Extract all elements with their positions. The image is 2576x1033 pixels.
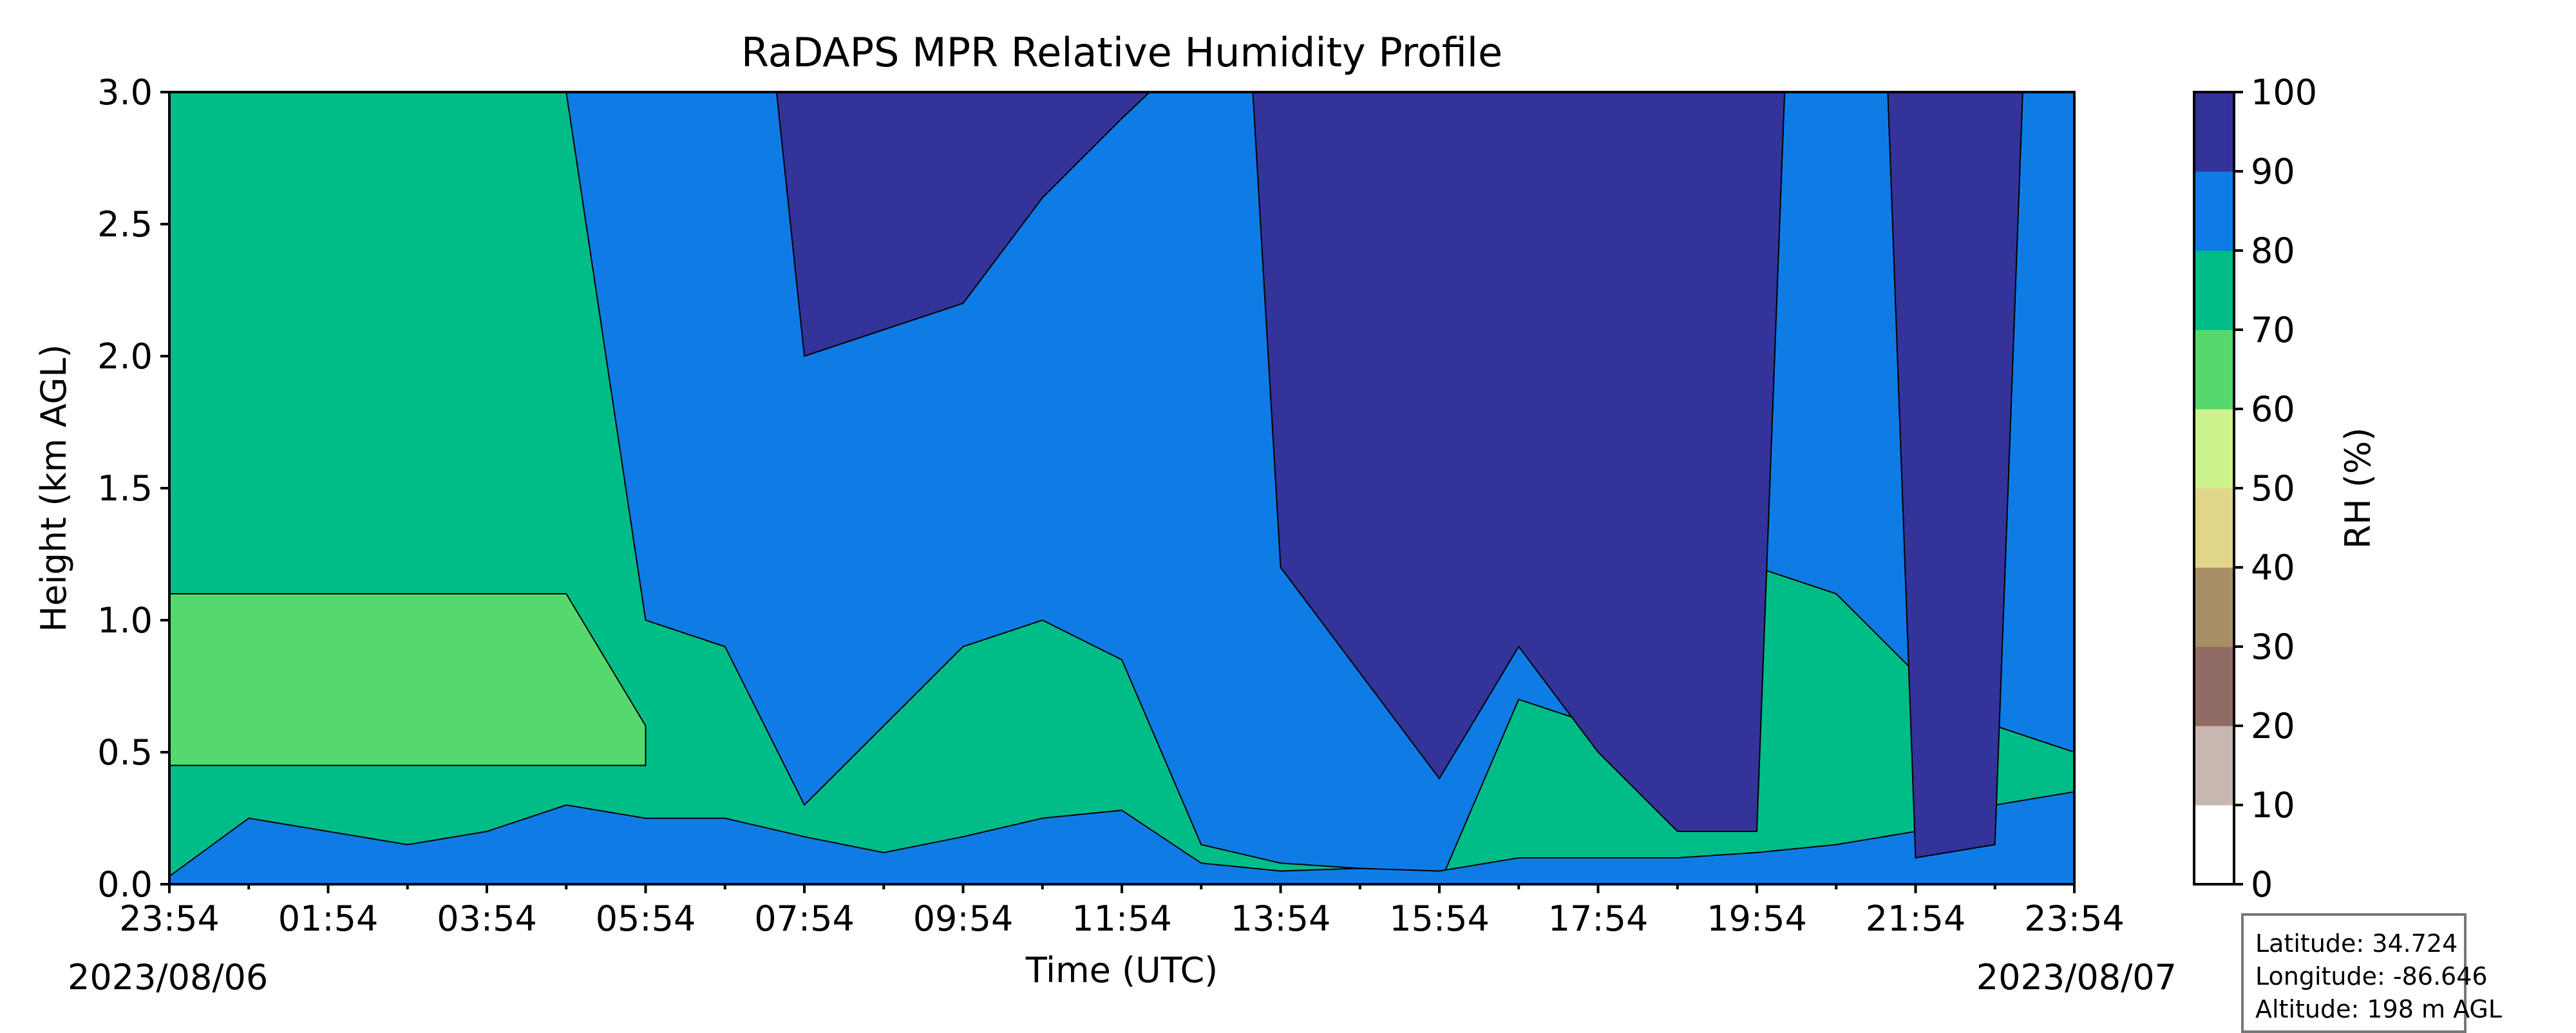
y-tick-label: 3.0 <box>97 72 153 113</box>
x-tick-label: 13:54 <box>1231 898 1331 939</box>
y-axis-label: Height (km AGL) <box>33 345 74 632</box>
plot-area <box>169 92 2074 884</box>
contour-band-90-100-3 <box>1887 92 2023 859</box>
colorbar-tick-label: 70 <box>2251 310 2295 350</box>
start-date-label: 2023/08/06 <box>68 957 268 998</box>
y-tick-label: 0.0 <box>97 864 153 905</box>
colorbar-segment <box>2194 251 2234 330</box>
colorbar-tick-label: 80 <box>2251 231 2295 271</box>
colorbar-segment <box>2194 171 2234 251</box>
x-tick-label: 03:54 <box>437 898 537 939</box>
colorbar-tick-label: 10 <box>2251 785 2295 826</box>
y-tick-label: 2.5 <box>97 204 153 245</box>
colorbar-tick-label: 0 <box>2251 864 2273 905</box>
x-tick-label: 11:54 <box>1072 898 1172 939</box>
colorbar-tick-label: 30 <box>2251 627 2295 667</box>
y-tick-label: 1.0 <box>97 600 153 641</box>
x-axis: 23:54 01:54 03:54 05:54 07:54 09:54 11:54 13:54… <box>119 884 2125 939</box>
altitude-text: Altitude: 198 m AGL <box>2255 995 2503 1023</box>
contour-band-80-90-surface <box>169 791 2074 884</box>
colorbar-label: RH (%) <box>2338 428 2378 549</box>
y-tick-label: 1.5 <box>97 468 153 509</box>
colorbar-segment <box>2194 92 2234 172</box>
end-date-label: 2023/08/07 <box>1976 957 2177 998</box>
x-axis-label: Time (UTC) <box>1025 950 1218 990</box>
colorbar: 0 10 20 30 40 50 60 70 80 90 100 <box>2193 72 2317 905</box>
y-axis: 0.0 0.5 1.0 1.5 2.0 2.5 3.0 <box>97 72 169 905</box>
station-info-box: Latitude: 34.724 Longitude: -86.646 Alti… <box>2241 913 2503 1033</box>
colorbar-segment <box>2194 330 2234 410</box>
colorbar-tick-label: 50 <box>2251 468 2295 509</box>
colorbar-tick-label: 60 <box>2251 389 2295 430</box>
x-tick-label: 07:54 <box>754 898 855 939</box>
colorbar-segment <box>2194 567 2234 647</box>
x-tick-label: 09:54 <box>913 898 1014 939</box>
contour-band-60-70-low <box>169 593 647 766</box>
x-tick-label: 17:54 <box>1548 898 1649 939</box>
x-tick-label: 21:54 <box>1866 898 1966 939</box>
colorbar-tick-label: 90 <box>2251 151 2295 192</box>
y-tick-label: 0.5 <box>97 732 153 773</box>
chart-title: RaDAPS MPR Relative Humidity Profile <box>741 29 1502 76</box>
humidity-contours <box>169 92 2074 884</box>
colorbar-tick-label: 20 <box>2251 706 2295 746</box>
x-tick-label: 23:54 <box>119 898 220 939</box>
contour-band-90-100-2 <box>1252 92 1786 832</box>
x-tick-label: 19:54 <box>1707 898 1807 939</box>
y-tick-label: 2.0 <box>97 336 153 377</box>
colorbar-segment <box>2194 805 2234 885</box>
longitude-text: Longitude: -86.646 <box>2255 962 2488 990</box>
colorbar-segment <box>2194 647 2234 726</box>
colorbar-tick-label: 40 <box>2251 547 2295 588</box>
colorbar-segment <box>2194 488 2234 568</box>
colorbar-segment <box>2194 409 2234 489</box>
colorbar-segment <box>2194 726 2234 806</box>
x-tick-label: 23:54 <box>2024 898 2125 939</box>
contour-band-90-100-1 <box>775 92 1151 357</box>
x-tick-label: 01:54 <box>278 898 379 939</box>
colorbar-tick-label: 100 <box>2251 72 2317 113</box>
latitude-text: Latitude: 34.724 <box>2255 929 2458 958</box>
x-tick-label: 05:54 <box>596 898 696 939</box>
x-tick-label: 15:54 <box>1389 898 1490 939</box>
